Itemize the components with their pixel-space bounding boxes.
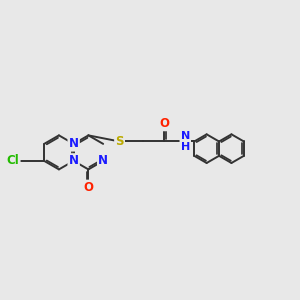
Text: S: S	[115, 135, 124, 148]
Text: N
H: N H	[181, 131, 190, 152]
Text: N: N	[69, 137, 79, 150]
Text: Cl: Cl	[7, 154, 20, 167]
Text: O: O	[159, 117, 170, 130]
Text: N: N	[98, 154, 108, 167]
Text: N: N	[69, 154, 79, 167]
Text: O: O	[83, 181, 93, 194]
